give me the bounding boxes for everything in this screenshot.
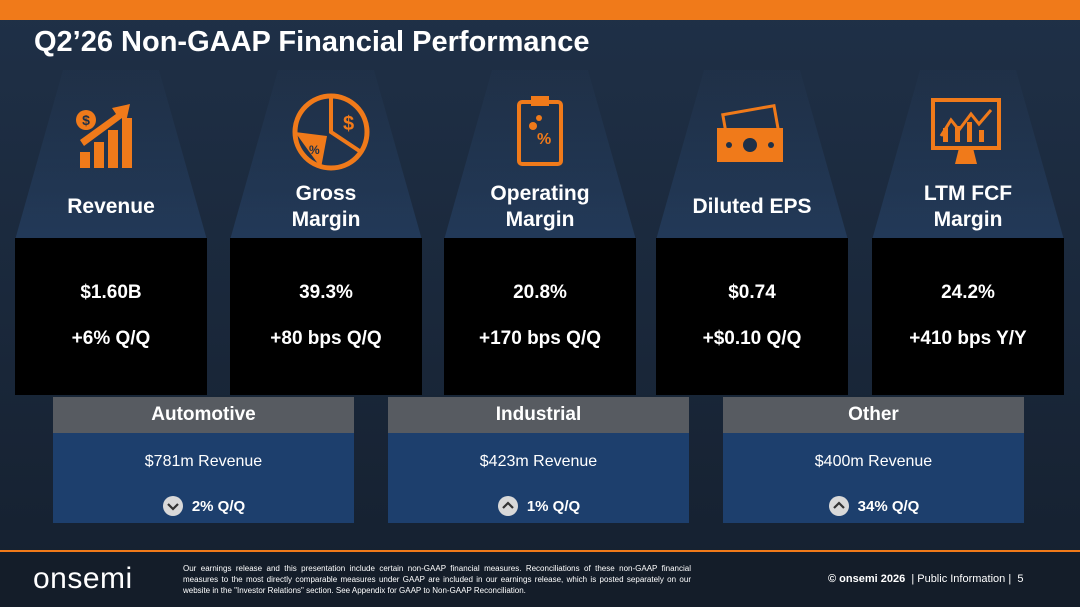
icon — [717, 103, 783, 162]
metric-icon — [923, 92, 1013, 172]
segment-revenue: $400m Revenue — [814, 453, 933, 470]
metric-icon — [707, 92, 797, 172]
chevron — [497, 496, 518, 516]
direction-icon — [162, 495, 184, 517]
metric-icon: $ — [66, 92, 156, 172]
disclaimer: Our earnings release and this presentati… — [183, 564, 691, 595]
metric-value: 39.3% — [299, 282, 353, 303]
svg-text:$: $ — [82, 112, 90, 128]
metric-label: Revenue — [67, 195, 155, 218]
segment-revenue: $781m Revenue — [144, 453, 263, 470]
chevron — [828, 496, 849, 516]
icon: $% — [292, 93, 370, 171]
footer-bar — [0, 550, 1080, 607]
segment-change-row: 1% Q/Q — [388, 495, 689, 517]
footer-info: © onsemi 2026 | Public Information | 5 — [828, 573, 1024, 585]
segment-body: $400m Revenue 34% Q/Q — [723, 433, 1024, 523]
chevron — [162, 496, 183, 516]
segment-change-row: 2% Q/Q — [53, 495, 354, 517]
metric-change: +170 bps Q/Q — [479, 328, 601, 349]
segment-header: Other — [723, 397, 1024, 433]
segment-header: Automotive — [53, 397, 354, 433]
metric-change: +410 bps Y/Y — [909, 328, 1027, 349]
segment-change: 2% Q/Q — [191, 497, 246, 515]
metric-value: $1.60B — [80, 282, 142, 303]
metric-change: +$0.10 Q/Q — [702, 328, 802, 349]
metric-box: 39.3% +80 bps Q/Q — [230, 238, 422, 395]
svg-text:%: % — [537, 131, 551, 148]
segment-change-row: 34% Q/Q — [723, 495, 1024, 517]
icon: $ — [76, 104, 132, 168]
metric-label: Operating Margin — [490, 182, 590, 231]
metric-value: 20.8% — [513, 282, 567, 303]
direction-icon — [497, 495, 519, 517]
metric-icon: $% — [281, 92, 371, 172]
logo: onsemi — [33, 562, 133, 595]
metric-box: $1.60B +6% Q/Q — [15, 238, 207, 395]
slide-title: Q2’26 Non-GAAP Financial Performance — [34, 26, 590, 58]
segment-revenue: $423m Revenue — [479, 453, 598, 470]
metric-change: +80 bps Q/Q — [270, 328, 382, 349]
segment-header: Industrial — [388, 397, 689, 433]
metric-value: 24.2% — [941, 282, 995, 303]
segment-body: $781m Revenue 2% Q/Q — [53, 433, 354, 523]
direction-icon — [828, 495, 850, 517]
metric-box: 24.2% +410 bps Y/Y — [872, 238, 1064, 395]
page-number: 5 — [1017, 573, 1024, 585]
metric-label: Diluted EPS — [692, 195, 812, 218]
metric-label: LTM FCF Margin — [923, 182, 1013, 231]
metric-box: 20.8% +170 bps Q/Q — [444, 238, 636, 395]
icon — [931, 98, 1001, 164]
top-bar — [0, 0, 1080, 20]
metric-change: +6% Q/Q — [71, 328, 151, 349]
metric-icon: % — [495, 92, 585, 172]
copyright: © onsemi 2026 — [828, 573, 906, 585]
segment-body: $423m Revenue 1% Q/Q — [388, 433, 689, 523]
classification: Public Information — [917, 573, 1006, 585]
svg-text:$: $ — [343, 113, 354, 135]
segment-change: 34% Q/Q — [857, 497, 920, 515]
metric-box: $0.74 +$0.10 Q/Q — [656, 238, 848, 395]
icon: % — [517, 96, 563, 166]
segment-change: 1% Q/Q — [526, 497, 581, 515]
metric-value: $0.74 — [728, 282, 776, 303]
metric-label: Gross Margin — [291, 182, 361, 231]
svg-text:%: % — [309, 143, 320, 157]
